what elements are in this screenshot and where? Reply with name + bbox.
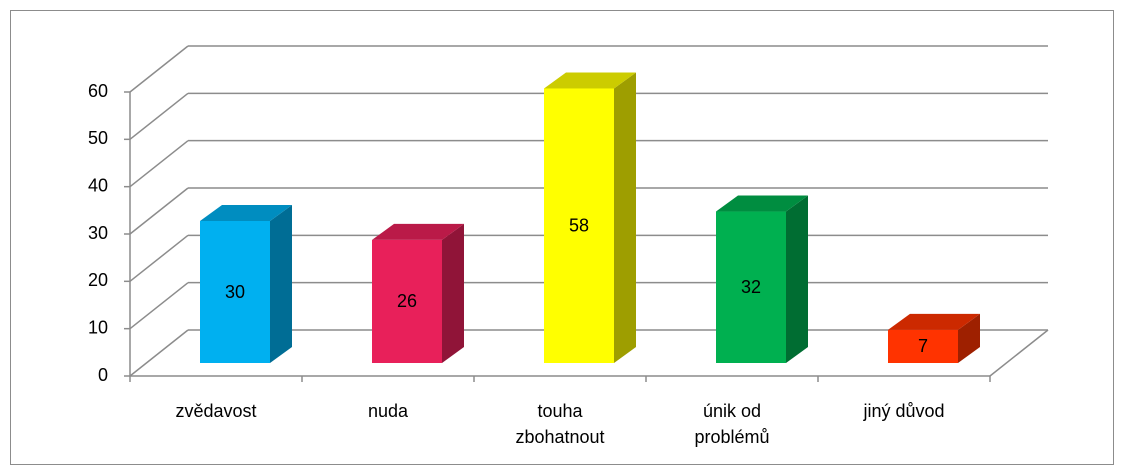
y-tick-label: 50 bbox=[88, 128, 108, 148]
bar-top bbox=[888, 313, 980, 330]
y-tick-label: 0 bbox=[98, 365, 108, 385]
floor-edge bbox=[989, 329, 1049, 377]
y-tick-label: 30 bbox=[88, 223, 108, 243]
bar bbox=[716, 211, 786, 363]
data-label: 58 bbox=[569, 215, 589, 235]
data-label: 7 bbox=[918, 336, 928, 356]
x-tick-label: touha zbohatnout bbox=[515, 401, 605, 447]
bar bbox=[372, 239, 442, 363]
bar-side bbox=[442, 223, 464, 363]
chart-border bbox=[10, 10, 1114, 465]
grid-line bbox=[129, 282, 189, 330]
data-label: 30 bbox=[225, 282, 245, 302]
x-tick-label: jiný důvod bbox=[863, 401, 945, 421]
grid-line bbox=[129, 234, 189, 282]
x-tick-label: únik od problémů bbox=[694, 401, 770, 447]
grid-line bbox=[129, 45, 189, 93]
x-tick-label: zvědavost bbox=[175, 401, 257, 421]
y-tick-label: 10 bbox=[88, 317, 108, 337]
bar-top bbox=[200, 205, 292, 221]
data-label: 32 bbox=[741, 277, 761, 297]
bar-top bbox=[372, 223, 464, 240]
bar bbox=[200, 221, 270, 363]
grid-line bbox=[129, 329, 189, 377]
x-tick-label: nuda bbox=[367, 401, 409, 421]
bar-side bbox=[786, 195, 808, 363]
grid-line bbox=[129, 187, 189, 235]
data-label: 26 bbox=[397, 291, 417, 311]
bar bbox=[888, 329, 958, 363]
bar bbox=[544, 88, 614, 363]
bar-side bbox=[270, 205, 292, 363]
y-tick-label: 40 bbox=[88, 175, 108, 195]
y-tick-label: 20 bbox=[88, 270, 108, 290]
bar-side bbox=[958, 313, 980, 363]
grid-line bbox=[129, 140, 189, 188]
bar-top bbox=[544, 72, 636, 89]
bar-top bbox=[716, 195, 808, 212]
grid-line bbox=[129, 92, 189, 140]
y-tick-label: 60 bbox=[88, 81, 108, 101]
bar-side bbox=[614, 72, 636, 363]
